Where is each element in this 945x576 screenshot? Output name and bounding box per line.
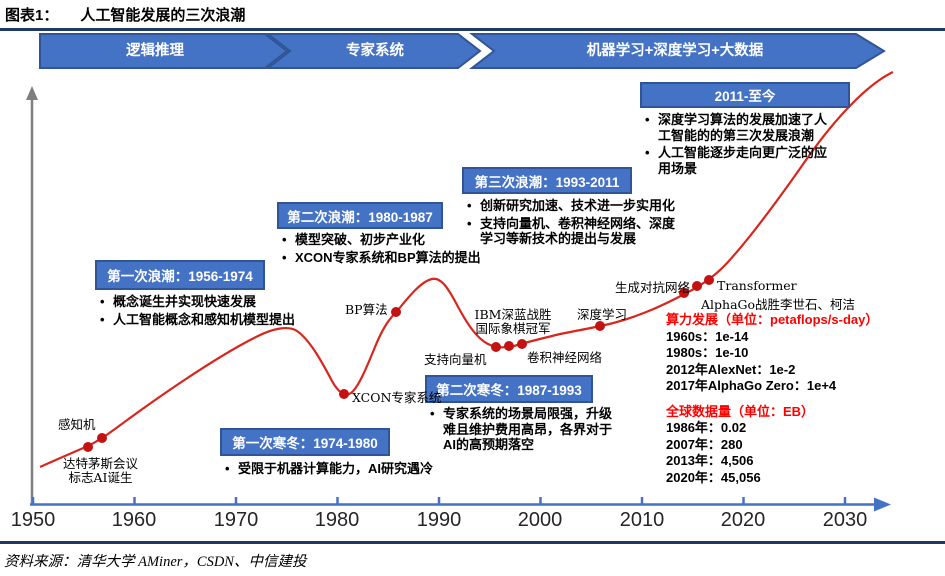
wave-box-4-title: 2011-至今 <box>714 89 776 104</box>
wave-box-2: 第二次浪潮：1980-1987 <box>277 202 443 229</box>
year-label-1990: 1990 <box>416 509 462 531</box>
milestone-label-gan: 生成对抗网络 <box>615 280 691 295</box>
bottom-rule <box>0 541 945 544</box>
wave-4-bullets: 深度学习算法的发展加速了人工智能的的第三次发展浪潮 人工智能逐步走向更广泛的应用… <box>642 112 838 178</box>
source-note: 资料来源：清华大学 AMiner，CSDN、中信建投 <box>4 554 307 570</box>
wave-1-bullets: 概念诞生并实现快速发展 人工智能概念和感知机模型提出 <box>97 294 347 329</box>
milestone-dot-transformer <box>704 275 714 285</box>
bullet-item: 概念诞生并实现快速发展 <box>97 294 347 310</box>
milestone-label-xcon: XCON专家系统 <box>352 390 442 405</box>
milestone-dot-bp <box>391 307 401 317</box>
winter-1-bullets: 受限于机器计算能力，AI研究遇冷 <box>222 461 472 479</box>
figure-title: 人工智能发展的三次浪潮 <box>80 7 246 24</box>
bullet-item: 人工智能概念和感知机模型提出 <box>97 312 347 328</box>
banner-arrow-1 <box>39 33 289 69</box>
milestone-dot-deep-blue <box>504 341 514 351</box>
stats-data-item: 2020年：45,056 <box>666 469 761 485</box>
bullet-item: 受限于机器计算能力，AI研究遇冷 <box>222 461 472 477</box>
year-label-2030: 2030 <box>822 509 868 531</box>
milestone-dot-svm <box>491 342 501 352</box>
wave-box-3: 第三次浪潮：1993-2011 <box>462 167 632 194</box>
wave-3-bullets: 创新研究加速、技术进一步实用化 支持向量机、卷积神经网络、深度学习等新技术的提出… <box>464 198 676 249</box>
year-label-1950: 1950 <box>10 509 56 531</box>
winter-box-1: 第一次寒冬：1974-1980 <box>220 428 390 456</box>
page-title: 图表1： 人工智能发展的三次浪潮 <box>5 4 245 25</box>
bullet-item: 创新研究加速、技术进一步实用化 <box>464 198 676 214</box>
stats-data-header: 全球数据量（单位：EB） <box>666 403 815 419</box>
stats-data-item: 2013年：4,506 <box>666 453 754 468</box>
bullet-item: 专家系统的场景局限强，升级难且维护费用高昂，各界对于AI的高预期落空 <box>427 406 617 453</box>
winter-box-2: 第二次寒冬：1987-1993 <box>425 375 593 403</box>
milestone-label-transformer: Transformer <box>717 278 797 293</box>
year-label-2020: 2020 <box>720 509 766 531</box>
stats-compute-item: 1980s：1e-10 <box>666 345 749 360</box>
banner-label-ml-dl-bigdata: 机器学习+深度学习+大数据 <box>586 43 764 59</box>
banner-arrow-2 <box>265 33 482 69</box>
milestone-label-svm: 支持向量机 <box>424 352 487 367</box>
year-label-1970: 1970 <box>213 509 259 531</box>
banner-label-expert-systems: 专家系统 <box>346 43 404 59</box>
milestone-dot-deep-learning <box>595 321 605 331</box>
milestone-dot-perceptron <box>97 433 107 443</box>
wave-box-2-title: 第二次浪潮：1980-1987 <box>287 209 433 225</box>
year-label-2010: 2010 <box>619 509 665 531</box>
stats-data-item: 1986年：0.02 <box>666 420 747 435</box>
figure-label: 图表1： <box>5 7 59 24</box>
milestone-label-alphago: AlphaGo战胜李世石、柯洁 <box>701 297 856 312</box>
milestone-label-deep-blue: IBM深蓝战胜 国际象棋冠军 <box>474 307 552 336</box>
milestone-dot-xcon <box>339 389 349 399</box>
stats-data-item: 2007年：280 <box>666 436 743 452</box>
bullet-item: 人工智能逐步走向更广泛的应用场景 <box>642 145 838 176</box>
year-label-1960: 1960 <box>111 509 157 531</box>
winter-box-1-title: 第一次寒冬：1974-1980 <box>232 436 378 451</box>
milestone-dot-cnn <box>517 339 527 349</box>
y-axis-arrow-icon <box>26 86 38 100</box>
x-axis-ticks <box>31 497 847 504</box>
wave-2-bullets: 模型突破、初步产业化 XCON专家系统和BP算法的提出 <box>279 232 519 267</box>
banner-arrow-3 <box>469 33 886 69</box>
milestone-dot-gan <box>679 288 689 298</box>
wave-box-4: 2011-至今 <box>640 82 850 108</box>
stats-compute-header: 算力发展（单位：petaflops/s-day） <box>666 312 879 327</box>
stats-block: 算力发展（单位：petaflops/s-day） 1960s：1e-14 198… <box>666 312 941 486</box>
winter-2-bullets: 专家系统的场景局限强，升级难且维护费用高昂，各界对于AI的高预期落空 <box>427 406 617 455</box>
milestone-label-dartmouth: 达特茅斯会议 标志AI诞生 <box>62 456 138 485</box>
milestone-label-perceptron: 感知机 <box>58 417 96 432</box>
milestone-dots <box>83 275 714 452</box>
year-label-2000: 2000 <box>517 509 563 531</box>
wave-box-1-title: 第一次浪潮：1956-1974 <box>107 269 253 284</box>
milestone-label-deep-learning: 深度学习 <box>577 307 628 322</box>
stats-compute-item: 1960s：1e-14 <box>666 328 749 344</box>
wave-box-1: 第一次浪潮：1956-1974 <box>95 260 265 290</box>
stats-gap <box>666 395 941 404</box>
milestone-dot-dartmouth <box>83 442 93 452</box>
stats-compute-item: 2017年AlphaGo Zero：1e+4 <box>666 378 837 393</box>
year-label-1980: 1980 <box>314 509 360 531</box>
milestone-label-cnn: 卷积神经网络 <box>527 350 603 365</box>
bullet-item: XCON专家系统和BP算法的提出 <box>279 250 519 266</box>
x-axis-arrow-icon <box>874 497 891 512</box>
bullet-item: 支持向量机、卷积神经网络、深度学习等新技术的提出与发展 <box>464 216 676 247</box>
top-rule <box>0 28 945 31</box>
banner-label-logic-reasoning: 逻辑推理 <box>126 43 184 59</box>
bullet-item: 模型突破、初步产业化 <box>279 232 519 248</box>
stats-compute-item: 2012年AlexNet：1e-2 <box>666 361 796 377</box>
bullet-item: 深度学习算法的发展加速了人工智能的的第三次发展浪潮 <box>642 112 838 143</box>
wave-box-3-title: 第三次浪潮：1993-2011 <box>474 174 620 190</box>
winter-box-2-title: 第二次寒冬：1987-1993 <box>436 383 582 398</box>
milestone-label-bp: BP算法 <box>345 302 388 317</box>
milestone-dot-alphago <box>692 281 702 291</box>
